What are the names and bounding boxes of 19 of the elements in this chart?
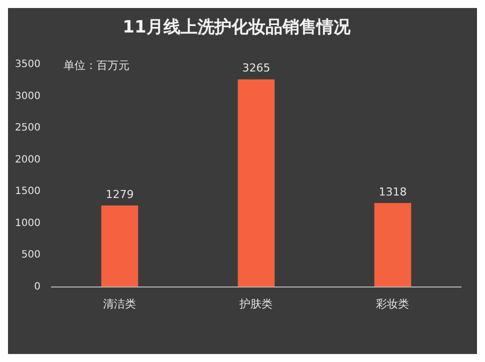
y-tick-label: 1000 (14, 218, 40, 229)
y-tick-label: 1500 (14, 186, 40, 198)
y-tick-label: 0 (34, 281, 40, 292)
data-label: 1318 (378, 185, 407, 198)
x-tick-label: 彩妆类 (376, 297, 410, 310)
y-tick-label: 500 (21, 250, 40, 261)
y-tick-label: 3500 (14, 58, 40, 70)
x-tick-label: 清洁类 (103, 297, 136, 310)
bar (238, 79, 275, 287)
bar (101, 206, 138, 287)
data-label: 1279 (106, 188, 134, 201)
y-tick-label: 2000 (14, 154, 40, 166)
data-label: 3265 (242, 62, 270, 75)
bar (374, 203, 412, 287)
y-tick-label: 3000 (14, 90, 40, 102)
annotation: 单位：百万元 (63, 58, 130, 72)
y-tick-label: 2500 (14, 122, 40, 134)
x-tick-label: 护肤类 (238, 297, 273, 310)
chart-title: 11月线上洗护化妆品销售情况 (122, 18, 352, 38)
